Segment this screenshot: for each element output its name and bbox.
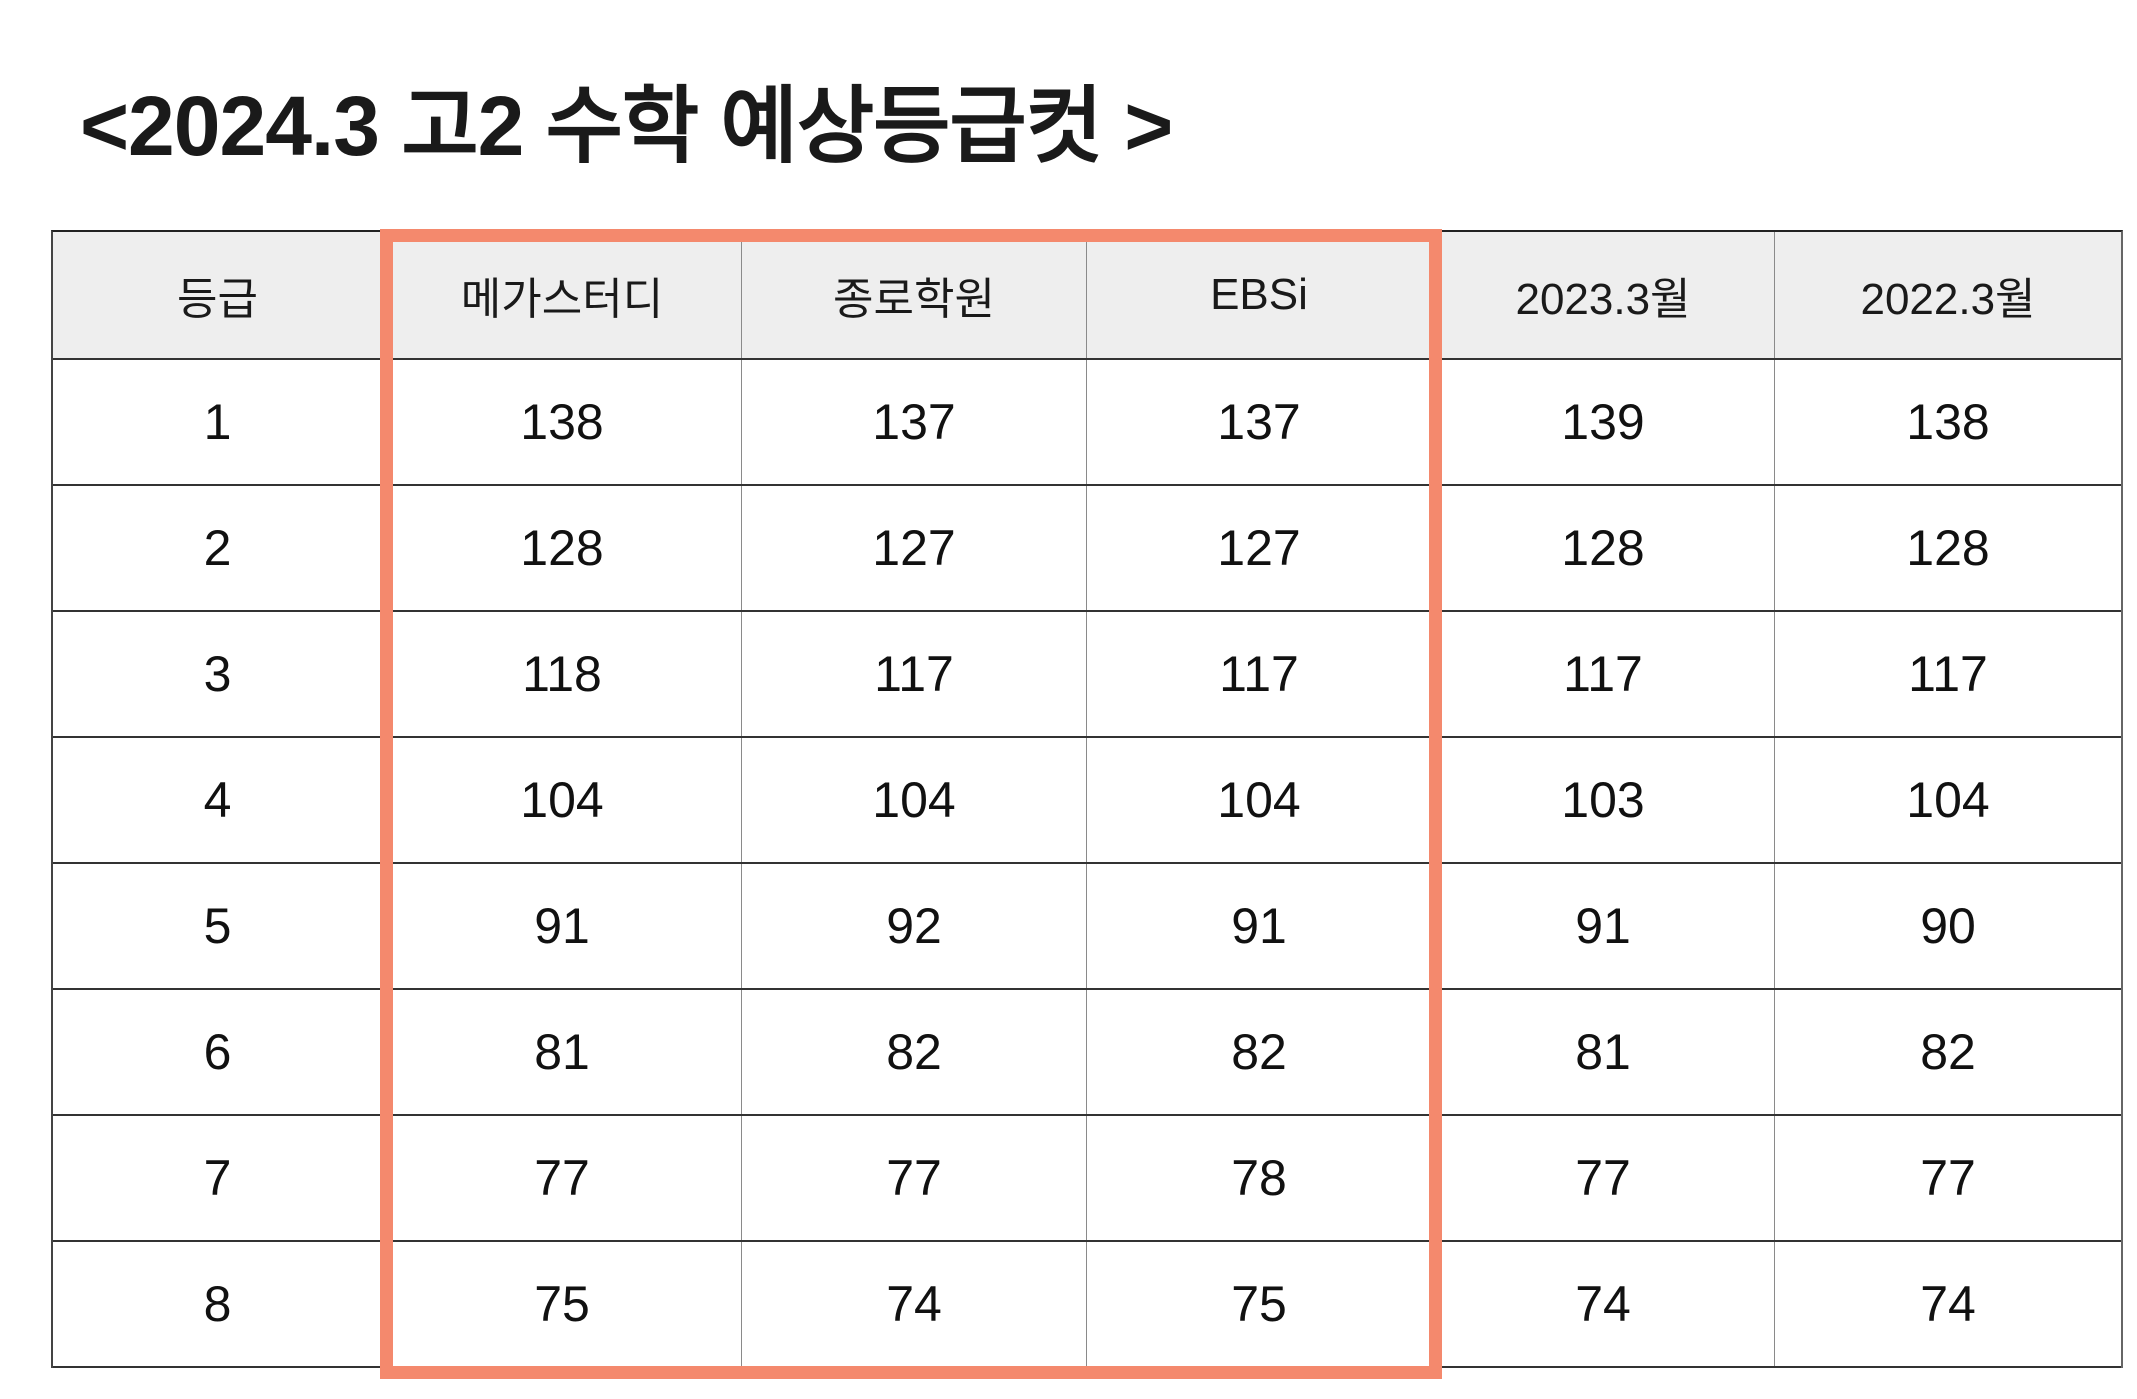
value-cell: 90 [1920, 898, 1976, 954]
grade-cell: 2 [53, 486, 383, 610]
grade-cell: 7 [53, 1116, 383, 1240]
grade-cell: 1 [53, 360, 383, 484]
value-cell: 91 [1432, 864, 1775, 988]
value-cell: 138 [1906, 394, 1990, 450]
value-cell: 75 [1087, 1242, 1432, 1366]
table-row: 6 81 82 82 81 82 [53, 990, 2121, 1116]
column-header: EBSi [1087, 232, 1432, 358]
column-header: 2023.3월 [1432, 232, 1775, 358]
column-header: 등급 [53, 232, 383, 358]
grade-cell: 6 [53, 990, 383, 1114]
table-row: 2 128 127 127 128 128 [53, 486, 2121, 612]
table-row: 4 104 104 104 103 104 [53, 738, 2121, 864]
value-cell: 91 [383, 864, 742, 988]
value-cell: 104 [383, 738, 742, 862]
value-cell: 104 [742, 738, 1087, 862]
grade-cell: 3 [53, 612, 383, 736]
value-cell: 103 [1432, 738, 1775, 862]
value-cell: 118 [383, 612, 742, 736]
value-cell: 138 [383, 360, 742, 484]
grade-cell: 8 [53, 1242, 383, 1366]
value-cell: 77 [1432, 1116, 1775, 1240]
column-header: 종로학원 [742, 232, 1087, 358]
value-cell: 77 [383, 1116, 742, 1240]
value-cell: 82 [742, 990, 1087, 1114]
value-cell: 77 [742, 1116, 1087, 1240]
grade-cell: 5 [53, 864, 383, 988]
column-header: 2022.3월 [1860, 275, 2036, 324]
value-cell: 82 [1087, 990, 1432, 1114]
value-cell: 104 [1087, 738, 1432, 862]
value-cell: 117 [1432, 612, 1775, 736]
table-row: 1 138 137 137 139 138 [53, 360, 2121, 486]
value-cell: 78 [1087, 1116, 1432, 1240]
table-row: 5 91 92 91 91 90 [53, 864, 2121, 990]
value-cell: 82 [1920, 1024, 1976, 1080]
table-row: 7 77 77 78 77 77 [53, 1116, 2121, 1242]
value-cell: 117 [1908, 646, 1988, 702]
grade-cell: 4 [53, 738, 383, 862]
grade-cut-table: 등급 메가스터디 종로학원 EBSi 2023.3월 2022.3월 1 138 137 137 1… [51, 230, 2123, 1368]
value-cell: 128 [383, 486, 742, 610]
value-cell: 74 [1432, 1242, 1775, 1366]
value-cell: 128 [1906, 520, 1990, 576]
value-cell: 117 [742, 612, 1087, 736]
value-cell: 117 [1087, 612, 1432, 736]
page-title: <2024.3 고2 수학 예상등급컷 > [80, 79, 1173, 173]
value-cell: 92 [742, 864, 1087, 988]
value-cell: 91 [1087, 864, 1432, 988]
value-cell: 137 [742, 360, 1087, 484]
value-cell: 74 [1920, 1276, 1976, 1332]
table-header-row: 등급 메가스터디 종로학원 EBSi 2023.3월 2022.3월 [53, 232, 2121, 360]
value-cell: 77 [1920, 1150, 1976, 1206]
value-cell: 127 [742, 486, 1087, 610]
value-cell: 137 [1087, 360, 1432, 484]
table-row: 3 118 117 117 117 117 [53, 612, 2121, 738]
value-cell: 128 [1432, 486, 1775, 610]
value-cell: 81 [383, 990, 742, 1114]
table-row: 8 75 74 75 74 74 [53, 1242, 2121, 1368]
value-cell: 139 [1432, 360, 1775, 484]
value-cell: 75 [383, 1242, 742, 1366]
value-cell: 74 [742, 1242, 1087, 1366]
column-header: 메가스터디 [383, 232, 742, 358]
value-cell: 104 [1906, 772, 1990, 828]
value-cell: 127 [1087, 486, 1432, 610]
value-cell: 81 [1432, 990, 1775, 1114]
